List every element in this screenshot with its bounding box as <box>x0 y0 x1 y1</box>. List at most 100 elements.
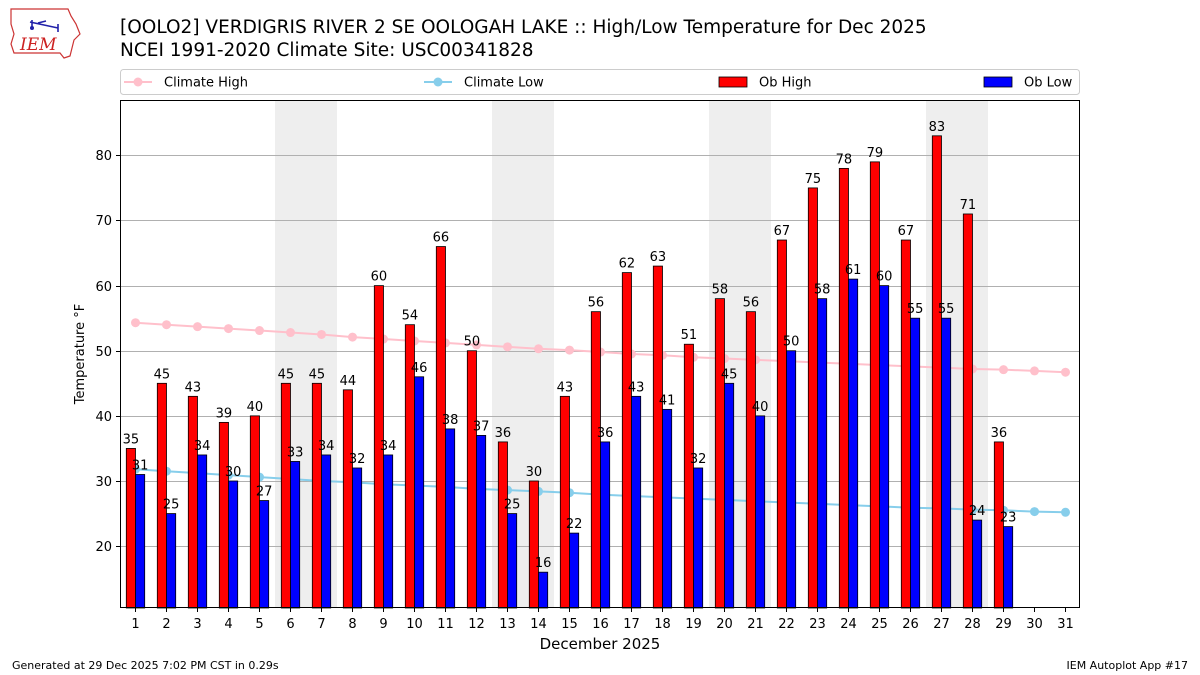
climate-low-legend-marker <box>433 77 443 87</box>
ob-low-bar-6 <box>290 461 301 609</box>
x-tick-label-4: 4 <box>224 617 232 632</box>
ob-high-label-20: 58 <box>712 283 729 298</box>
x-tick-label-27: 27 <box>933 617 950 632</box>
ob-high-label-28: 71 <box>960 198 977 213</box>
ob-low-bar-17 <box>631 395 642 609</box>
ob-low-label-5: 27 <box>256 485 273 500</box>
footer-app: IEM Autoplot App #17 <box>1066 659 1189 672</box>
ob-high-bar-2 <box>156 382 167 609</box>
ob-low-label-13: 25 <box>504 498 521 513</box>
x-tick-label-19: 19 <box>685 617 702 632</box>
ob-low-bar-18 <box>662 408 673 609</box>
ob-low-label-20: 45 <box>721 367 738 382</box>
weather-station-icon <box>29 20 59 32</box>
ob-low-bar-19 <box>693 467 704 609</box>
ob-high-bar-21 <box>745 311 756 609</box>
ob-low-label-24: 61 <box>845 263 862 278</box>
climate-high-point-6 <box>286 328 295 338</box>
climate-high-legend-marker <box>133 77 143 87</box>
ob-high-label-13: 36 <box>495 426 512 441</box>
ob-high-label-19: 51 <box>681 328 698 343</box>
ob-low-label-16: 36 <box>597 426 614 441</box>
ob-low-bar-10 <box>414 376 425 609</box>
climate-high-point-7 <box>317 329 326 339</box>
ob-high-label-6: 45 <box>278 367 295 382</box>
y-tick-label-30: 30 <box>95 475 112 490</box>
ob-low-bar-9 <box>383 454 394 609</box>
x-tick-label-30: 30 <box>1026 617 1043 632</box>
ob-low-label-9: 34 <box>380 439 397 454</box>
climate-high-point-2 <box>162 320 171 330</box>
ob-low-bar-14 <box>538 571 549 609</box>
ob-high-bar-24 <box>838 167 849 609</box>
x-tick-label-9: 9 <box>379 617 387 632</box>
ob-high-label-24: 78 <box>836 152 853 167</box>
x-tick-label-24: 24 <box>840 617 857 632</box>
chart-title: [OOLO2] VERDIGRIS RIVER 2 SE OOLOGAH LAK… <box>120 17 927 38</box>
plot-frame <box>120 100 1080 608</box>
climate-low-legend-label: Climate Low <box>464 76 544 91</box>
ob-high-label-9: 60 <box>371 270 388 285</box>
ob-low-bar-7 <box>321 454 332 609</box>
ob-high-bar-13 <box>497 441 508 609</box>
ob-low-label-6: 33 <box>287 445 304 460</box>
ob-low-bar-5 <box>259 500 270 609</box>
ob-low-label-22: 50 <box>783 335 800 350</box>
ob-high-bar-8 <box>342 389 353 609</box>
x-tick-label-21: 21 <box>747 617 764 632</box>
x-tick-label-1: 1 <box>131 617 139 632</box>
ob-low-label-28: 24 <box>969 504 986 519</box>
x-tick-label-15: 15 <box>561 617 578 632</box>
x-tick-label-31: 31 <box>1057 617 1074 632</box>
ob-high-legend-swatch <box>718 76 748 88</box>
ob-high-bar-27 <box>931 135 942 609</box>
climate-low-point-31 <box>1061 507 1070 517</box>
ob-low-label-21: 40 <box>752 400 769 415</box>
ob-high-bar-25 <box>869 161 880 609</box>
ob-low-label-8: 32 <box>349 452 366 467</box>
climate-high-point-13 <box>503 342 512 352</box>
ob-low-label-14: 16 <box>535 556 552 571</box>
x-tick-label-2: 2 <box>162 617 170 632</box>
ob-low-bar-21 <box>755 415 766 609</box>
ob-high-label-15: 43 <box>557 380 574 395</box>
ob-high-bar-15 <box>559 395 570 609</box>
x-tick-label-18: 18 <box>654 617 671 632</box>
ob-high-label-12: 50 <box>464 335 481 350</box>
y-tick-label-60: 60 <box>95 280 112 295</box>
ob-low-label-3: 34 <box>194 439 211 454</box>
x-tick-label-7: 7 <box>317 617 325 632</box>
ob-high-bar-14 <box>528 480 539 609</box>
ob-high-label-23: 75 <box>805 172 822 187</box>
ob-high-label-18: 63 <box>650 250 667 265</box>
ob-low-label-27: 55 <box>938 302 955 317</box>
ob-low-bar-29 <box>1003 526 1014 609</box>
ob-low-label-1: 31 <box>132 458 149 473</box>
y-tick-label-50: 50 <box>95 345 112 360</box>
ob-high-bar-23 <box>807 187 818 609</box>
chart-subtitle: NCEI 1991-2020 Climate Site: USC00341828 <box>120 40 534 61</box>
x-tick-label-29: 29 <box>995 617 1012 632</box>
logo-text: IEM <box>19 35 57 55</box>
ob-low-label-25: 60 <box>876 270 893 285</box>
ob-high-bar-22 <box>776 239 787 609</box>
ob-low-label-7: 34 <box>318 439 335 454</box>
ob-low-bar-20 <box>724 382 735 609</box>
ob-high-label-25: 79 <box>867 146 884 161</box>
observed-bars <box>125 135 1014 609</box>
climate-high-point-8 <box>348 332 357 342</box>
ob-high-label-27: 83 <box>929 120 946 135</box>
legend-frame <box>120 69 1080 95</box>
ob-low-label-17: 43 <box>628 380 645 395</box>
climate-high-point-12 <box>472 340 481 350</box>
climate-high-point-5 <box>255 326 264 336</box>
x-tick-label-26: 26 <box>902 617 919 632</box>
footer-generated: Generated at 29 Dec 2025 7:02 PM CST in … <box>12 659 279 672</box>
ob-high-bar-4 <box>218 421 229 609</box>
ob-low-bar-12 <box>476 435 487 609</box>
ob-low-bar-13 <box>507 513 518 609</box>
x-tick-label-20: 20 <box>716 617 733 632</box>
ob-low-bar-8 <box>352 467 363 609</box>
ob-high-bar-20 <box>714 298 725 609</box>
